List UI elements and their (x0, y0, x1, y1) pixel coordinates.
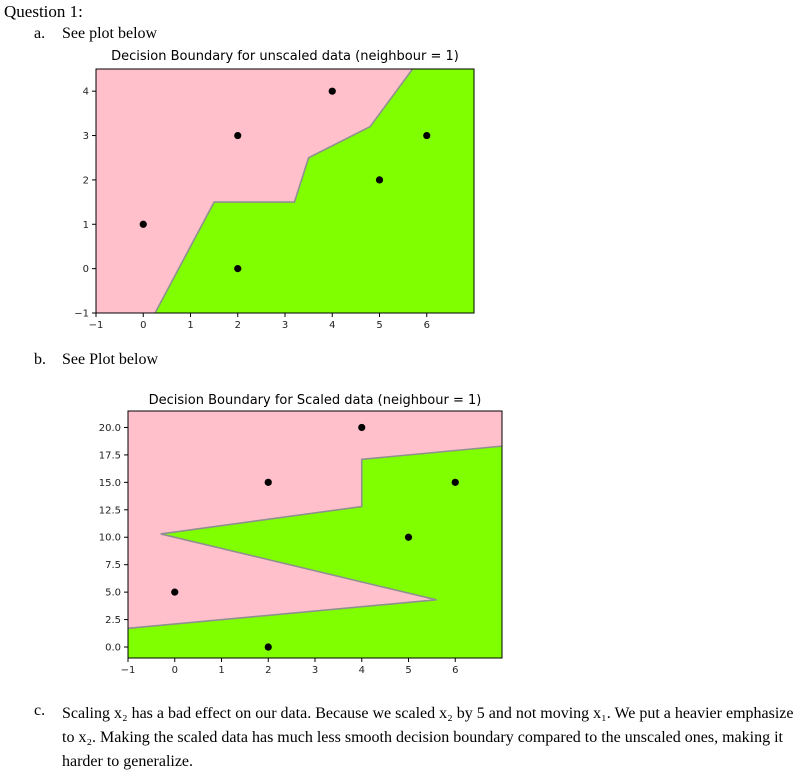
y-tick-label: 15.0 (99, 478, 121, 489)
item-c-text: Scaling x₂ has a bad effect on our data.… (62, 705, 794, 770)
chart-title: Decision Boundary for Scaled data (neigh… (149, 393, 482, 408)
x-tick-label: 4 (329, 320, 335, 331)
x-tick-label: −1 (121, 665, 136, 676)
y-tick-label: 5.0 (105, 588, 121, 599)
x-tick-label: −1 (89, 320, 104, 331)
data-point (171, 588, 179, 596)
data-point (375, 176, 384, 184)
y-tick-label: 20.0 (99, 423, 121, 434)
item-b-text: See Plot below (62, 351, 158, 368)
x-tick-label: 3 (312, 665, 318, 676)
data-point (234, 265, 242, 273)
y-tick-label: 17.5 (99, 450, 121, 461)
y-tick-label: 7.5 (105, 560, 121, 571)
item-a: a. See plot below (34, 25, 157, 43)
y-tick-label: 2 (83, 175, 89, 186)
y-tick-label: 12.5 (99, 505, 121, 516)
decision-boundary-line (128, 445, 502, 630)
x-tick-label: 2 (265, 665, 271, 676)
data-point (451, 478, 459, 486)
x-tick-label: 5 (405, 665, 411, 676)
region-class-b (155, 69, 474, 313)
data-point (234, 131, 242, 140)
data-point (358, 423, 366, 432)
x-tick-label: 2 (235, 320, 241, 331)
y-tick-label: −1 (74, 309, 89, 320)
x-tick-label: 4 (359, 665, 365, 676)
x-tick-label: 3 (282, 320, 288, 331)
question-heading: Question 1: (4, 2, 83, 21)
chart-title: Decision Boundary for unscaled data (nei… (111, 49, 459, 64)
item-a-text: See plot below (62, 25, 158, 42)
y-tick-label: 3 (83, 131, 89, 142)
data-point (404, 533, 413, 541)
x-tick-label: 1 (218, 665, 224, 676)
data-point (328, 87, 336, 95)
chart-unscaled: −1 0 1 2 3 4 5 6 −1 0 1 2 3 4 Decision Boundary for un… (74, 49, 475, 331)
y-tick-label: 1 (83, 220, 89, 231)
data-point (264, 643, 272, 651)
x-tick-label: 0 (140, 320, 146, 331)
x-tick-label: 6 (452, 665, 458, 676)
data-point (139, 220, 147, 228)
item-c-marker: c. (34, 702, 46, 719)
chart-scaled: −1 0 1 2 3 4 5 6 0.0 2.5 5.0 7.5 10.0 12.5 15.0 17.5 20.… (99, 393, 503, 676)
y-tick-label: 0 (83, 264, 89, 275)
y-tick-label: 4 (83, 87, 89, 98)
x-tick-label: 6 (424, 320, 430, 331)
x-tick-label: 1 (187, 320, 193, 331)
item-b-marker: b. (34, 351, 46, 368)
x-tick-label: 0 (172, 665, 178, 676)
decision-boundary-line (154, 69, 414, 313)
item-b: b. See Plot below (34, 351, 158, 369)
y-tick-label: 0.0 (105, 643, 121, 654)
data-point (423, 131, 431, 140)
x-tick-label: 5 (376, 320, 382, 331)
data-point (264, 478, 272, 486)
region-class-b (128, 446, 502, 658)
y-tick-label: 2.5 (105, 615, 121, 626)
y-tick-label: 10.0 (99, 533, 121, 544)
item-a-marker: a. (34, 25, 46, 42)
